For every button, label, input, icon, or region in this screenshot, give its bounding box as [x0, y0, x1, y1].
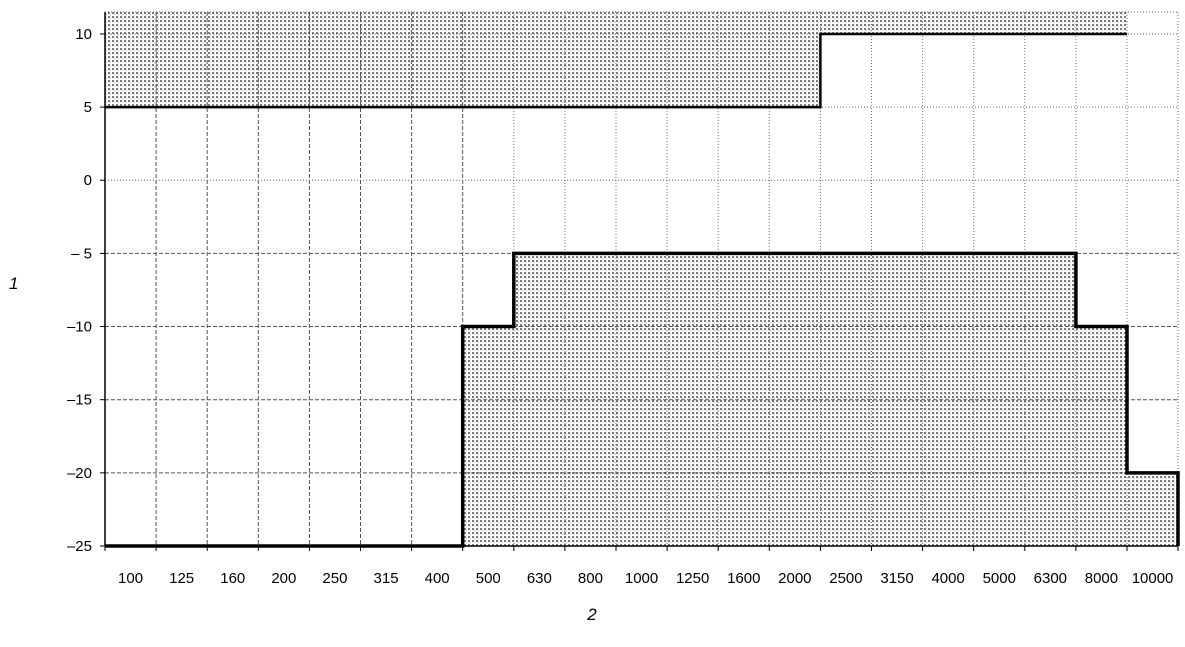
x-tick-label: 5000: [983, 570, 1016, 587]
x-tick-label: 160: [220, 570, 245, 587]
x-tick-label: 10000: [1132, 570, 1174, 587]
x-tick-label: 6300: [1034, 570, 1067, 587]
x-tick-label: 2500: [829, 570, 862, 587]
limit-line-upper-limit: [105, 32, 1127, 109]
y-tick-labels: 10 5 0 – 5 –10 –15 –20 –25: [67, 26, 105, 555]
x-tick-label: 4000: [931, 570, 964, 587]
shaded-regions: [105, 12, 1178, 546]
x-tick-label: 1250: [676, 570, 709, 587]
x-tick-label: 250: [322, 570, 347, 587]
y-tick-label: – 5: [71, 245, 92, 262]
shaded-region-upper-limit: [105, 12, 1127, 108]
x-tick-label: 315: [374, 570, 399, 587]
x-tick-label: 125: [169, 570, 194, 587]
y-axis-label: 1: [9, 274, 18, 293]
x-axis-label: 2: [586, 605, 597, 624]
x-tick-labels: 100 125 160 200 250 315 400 500 630 800 1000 1250 16…: [104, 546, 1179, 587]
x-tick-label: 1600: [727, 570, 760, 587]
x-tick-label: 8000: [1085, 570, 1118, 587]
y-tick-label: 5: [84, 99, 92, 116]
x-tick-label: 500: [476, 570, 501, 587]
x-tick-label: 1000: [625, 570, 658, 587]
x-tick-label: 630: [527, 570, 552, 587]
x-tick-label: 200: [271, 570, 296, 587]
y-tick-label: –20: [67, 465, 92, 482]
x-tick-label: 3150: [880, 570, 913, 587]
x-tick-label: 800: [578, 570, 603, 587]
x-tick-label: 100: [118, 570, 143, 587]
x-tick-label: 400: [425, 570, 450, 587]
y-tick-label: –10: [67, 319, 92, 336]
x-tick-label: 2000: [778, 570, 811, 587]
limit-lines: [105, 32, 1180, 548]
y-tick-label: –25: [67, 538, 92, 555]
y-tick-label: 10: [75, 26, 92, 43]
y-tick-label: –15: [67, 392, 92, 409]
y-tick-label: 0: [84, 172, 92, 189]
limit-line-lower-limit: [105, 251, 1180, 548]
